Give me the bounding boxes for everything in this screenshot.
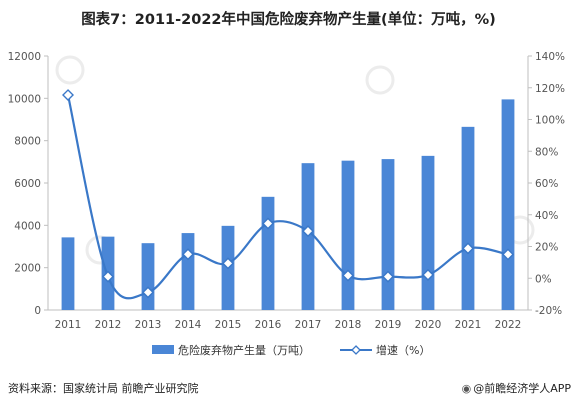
bar xyxy=(181,233,195,310)
x-tick-label: 2022 xyxy=(495,319,522,331)
line-point xyxy=(302,225,314,238)
legend-line-label: 增速（%） xyxy=(376,343,430,357)
legend: 危险废弃物产生量（万吨） 增速（%） xyxy=(152,343,430,357)
y-right-tick-label: 140% xyxy=(535,51,565,63)
line-point xyxy=(142,286,154,299)
line-point xyxy=(182,248,194,261)
growth-line xyxy=(66,94,509,300)
y-left-tick-label: 12000 xyxy=(8,51,41,63)
y-left-tick-label: 2000 xyxy=(14,263,41,275)
y-right-tick-label: 100% xyxy=(535,115,565,127)
line-series xyxy=(62,89,514,300)
line-point xyxy=(382,270,394,283)
bar xyxy=(61,237,75,310)
source-note: 资料来源：国家统计局 前瞻产业研究院 xyxy=(8,382,199,395)
line-point xyxy=(462,242,474,255)
y-left-tick-label: 10000 xyxy=(8,93,41,105)
axes: 0 2000 4000 6000 8000 10000 12000 -20% 0% 20% 40% 6… xyxy=(8,51,565,331)
bar xyxy=(501,99,515,311)
x-tick-label: 2015 xyxy=(215,319,242,331)
bar xyxy=(461,126,475,310)
x-tick-label: 2019 xyxy=(375,319,402,331)
bar-series xyxy=(61,99,515,311)
y-right-tick-label: 120% xyxy=(535,83,565,95)
y-left-tick-label: 8000 xyxy=(14,136,41,148)
x-tick-label: 2018 xyxy=(335,319,362,331)
bar xyxy=(261,196,275,310)
bar xyxy=(381,159,395,310)
line-point xyxy=(262,217,274,230)
y-right-tick-label: 80% xyxy=(535,146,558,158)
x-tick-label: 2021 xyxy=(455,319,482,331)
legend-line-marker xyxy=(351,345,361,355)
y-right-tick-label: 20% xyxy=(535,242,558,254)
x-tick-label: 2020 xyxy=(415,319,442,331)
line-point xyxy=(222,257,234,270)
bar xyxy=(141,243,155,310)
credit-note: ◉ @前瞻经济学人APP xyxy=(462,380,571,396)
line-point xyxy=(102,270,114,283)
line-point xyxy=(342,269,354,282)
y-right-tick-label: 0% xyxy=(535,273,552,285)
x-tick-label: 2012 xyxy=(95,319,122,331)
x-tick-label: 2013 xyxy=(135,319,162,331)
y-left-tick-label: 0 xyxy=(34,305,41,317)
line-point xyxy=(502,248,514,261)
credit-text: @前瞻经济学人APP xyxy=(473,382,571,395)
x-tick-label: 2011 xyxy=(55,319,82,331)
y-right-tick-label: 60% xyxy=(535,178,558,190)
line-point xyxy=(62,89,74,102)
x-tick-label: 2016 xyxy=(255,319,282,331)
y-left-tick-label: 6000 xyxy=(14,178,41,190)
x-tick-label: 2017 xyxy=(295,319,322,331)
watermark-mark xyxy=(55,55,85,85)
bar xyxy=(341,160,355,310)
y-left-tick-label: 4000 xyxy=(14,220,41,232)
watermark-layer xyxy=(55,55,535,265)
legend-bar-label: 危险废弃物产生量（万吨） xyxy=(178,343,310,357)
x-tick-label: 2014 xyxy=(175,319,202,331)
watermark-mark xyxy=(365,65,395,95)
chart-title: 图表7：2011-2022年中国危险废弃物产生量(单位：万吨，%) xyxy=(81,12,496,28)
logo-icon: ◉ xyxy=(461,382,472,395)
bar xyxy=(421,155,435,310)
legend-bar-swatch xyxy=(152,345,174,354)
line-point xyxy=(422,268,434,281)
y-right-tick-label: 40% xyxy=(535,210,558,222)
y-right-tick-label: -20% xyxy=(535,305,562,317)
